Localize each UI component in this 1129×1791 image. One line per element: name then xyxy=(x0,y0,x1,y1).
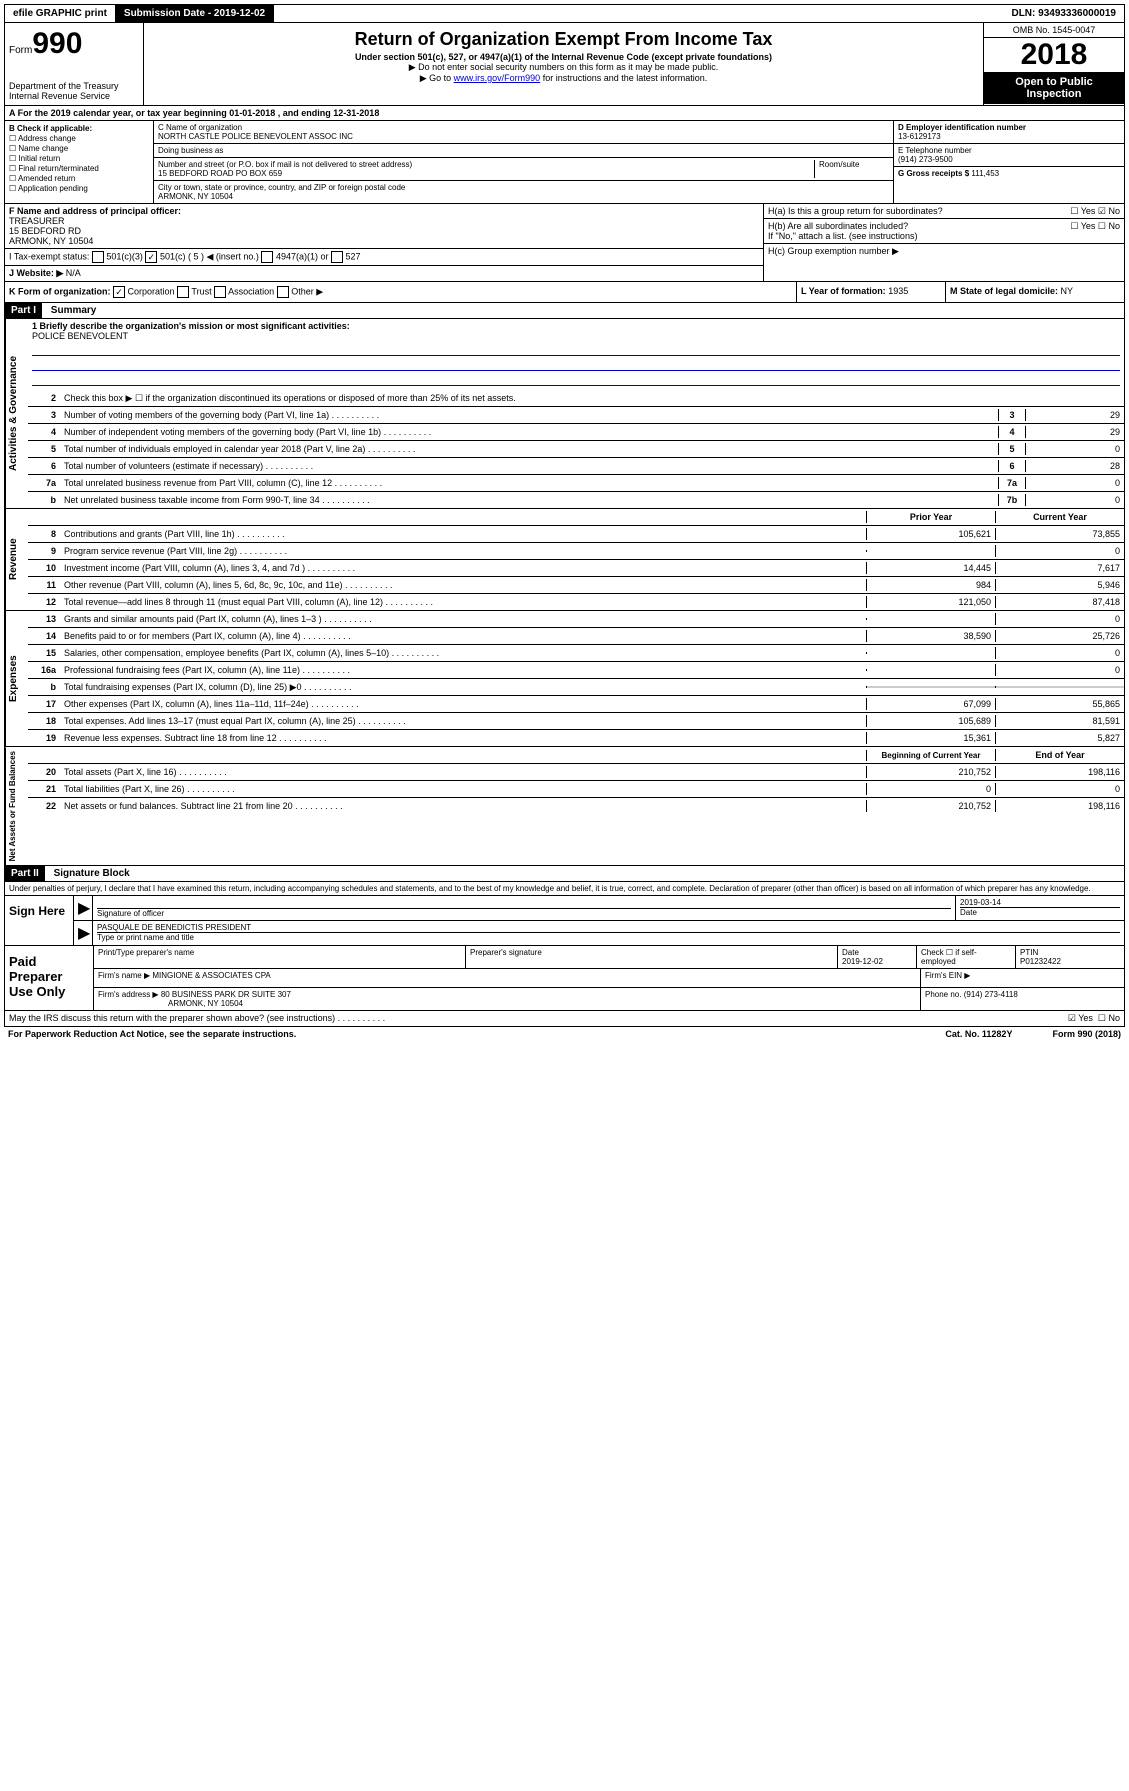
summary-line: 13 Grants and similar amounts paid (Part… xyxy=(28,611,1124,628)
efile-print[interactable]: efile GRAPHIC print xyxy=(5,5,116,22)
summary-line: 14 Benefits paid to or for members (Part… xyxy=(28,628,1124,645)
org-city: ARMONK, NY 10504 xyxy=(158,192,889,201)
header-right: OMB No. 1545-0047 2018 Open to Public In… xyxy=(984,23,1124,105)
form-header: Form990 Department of the Treasury Inter… xyxy=(4,23,1125,106)
omb-number: OMB No. 1545-0047 xyxy=(984,23,1124,38)
summary-line: 17 Other expenses (Part IX, column (A), … xyxy=(28,696,1124,713)
summary-line: 12 Total revenue—add lines 8 through 11 … xyxy=(28,594,1124,610)
summary-line: 18 Total expenses. Add lines 13–17 (must… xyxy=(28,713,1124,730)
sign-here-block: Sign Here ▶ Signature of officer 2019-03… xyxy=(4,896,1125,946)
col-c-org-info: C Name of organization NORTH CASTLE POLI… xyxy=(154,121,894,203)
summary-line: 19 Revenue less expenses. Subtract line … xyxy=(28,730,1124,746)
officer-name: PASQUALE DE BENEDICTIS PRESIDENT xyxy=(97,923,1120,932)
summary-line: 8 Contributions and grants (Part VIII, l… xyxy=(28,526,1124,543)
tax-year: 2018 xyxy=(984,38,1124,72)
col-b-checkboxes: B Check if applicable: ☐ Address change … xyxy=(5,121,154,203)
summary-line: 16a Professional fundraising fees (Part … xyxy=(28,662,1124,679)
summary-governance: Activities & Governance 1 Briefly descri… xyxy=(4,319,1125,509)
summary-netassets: Net Assets or Fund Balances Beginning of… xyxy=(4,747,1125,866)
section-klm: K Form of organization: ✓ Corporation Tr… xyxy=(4,282,1125,303)
org-address: 15 BEDFORD ROAD PO BOX 659 xyxy=(158,169,814,178)
row-a-tax-year: A For the 2019 calendar year, or tax yea… xyxy=(4,106,1125,121)
section-bcd: B Check if applicable: ☐ Address change … xyxy=(4,121,1125,204)
submission-date: Submission Date - 2019-12-02 xyxy=(116,5,274,22)
summary-line: 11 Other revenue (Part VIII, column (A),… xyxy=(28,577,1124,594)
dln: DLN: 93493336000019 xyxy=(1003,5,1124,22)
summary-line: b Net unrelated business taxable income … xyxy=(28,492,1124,508)
org-name: NORTH CASTLE POLICE BENEVOLENT ASSOC INC xyxy=(158,132,889,141)
summary-line: 7a Total unrelated business revenue from… xyxy=(28,475,1124,492)
ein: 13-6129173 xyxy=(898,132,1120,141)
ptin: P01232422 xyxy=(1020,957,1061,966)
summary-line: 10 Investment income (Part VIII, column … xyxy=(28,560,1124,577)
section-fhij: F Name and address of principal officer:… xyxy=(4,204,1125,282)
form-title: Return of Organization Exempt From Incom… xyxy=(148,29,979,50)
summary-line: 4 Number of independent voting members o… xyxy=(28,424,1124,441)
firm-name: MINGIONE & ASSOCIATES CPA xyxy=(152,971,270,980)
part1-header: Part I Summary xyxy=(4,303,1125,319)
summary-line: 3 Number of voting members of the govern… xyxy=(28,407,1124,424)
col-d-info: D Employer identification number 13-6129… xyxy=(894,121,1124,203)
topbar: efile GRAPHIC print Submission Date - 20… xyxy=(4,4,1125,23)
header-center: Return of Organization Exempt From Incom… xyxy=(144,23,984,105)
part2-header: Part II Signature Block xyxy=(4,866,1125,882)
summary-line: 9 Program service revenue (Part VIII, li… xyxy=(28,543,1124,560)
website: N/A xyxy=(66,268,81,278)
summary-line: 22 Net assets or fund balances. Subtract… xyxy=(28,798,1124,814)
footer: For Paperwork Reduction Act Notice, see … xyxy=(4,1027,1125,1041)
perjury-statement: Under penalties of perjury, I declare th… xyxy=(4,882,1125,896)
phone: (914) 273-9500 xyxy=(898,155,1120,164)
gross-receipts: 111,453 xyxy=(971,169,999,178)
summary-line: 5 Total number of individuals employed i… xyxy=(28,441,1124,458)
summary-line: 20 Total assets (Part X, line 16) 210,75… xyxy=(28,764,1124,781)
discuss-row: May the IRS discuss this return with the… xyxy=(4,1011,1125,1027)
summary-revenue: Revenue Prior Year Current Year 8 Contri… xyxy=(4,509,1125,611)
mission-text: POLICE BENEVOLENT xyxy=(32,331,1120,341)
irs-link[interactable]: www.irs.gov/Form990 xyxy=(454,73,541,83)
summary-line: b Total fundraising expenses (Part IX, c… xyxy=(28,679,1124,696)
summary-line: 21 Total liabilities (Part X, line 26) 0… xyxy=(28,781,1124,798)
open-public-badge: Open to Public Inspection xyxy=(984,72,1124,104)
form-number-box: Form990 Department of the Treasury Inter… xyxy=(5,23,144,105)
summary-line: 6 Total number of volunteers (estimate i… xyxy=(28,458,1124,475)
summary-expenses: Expenses 13 Grants and similar amounts p… xyxy=(4,611,1125,747)
paid-preparer-block: Paid Preparer Use Only Print/Type prepar… xyxy=(4,946,1125,1011)
summary-line: 15 Salaries, other compensation, employe… xyxy=(28,645,1124,662)
